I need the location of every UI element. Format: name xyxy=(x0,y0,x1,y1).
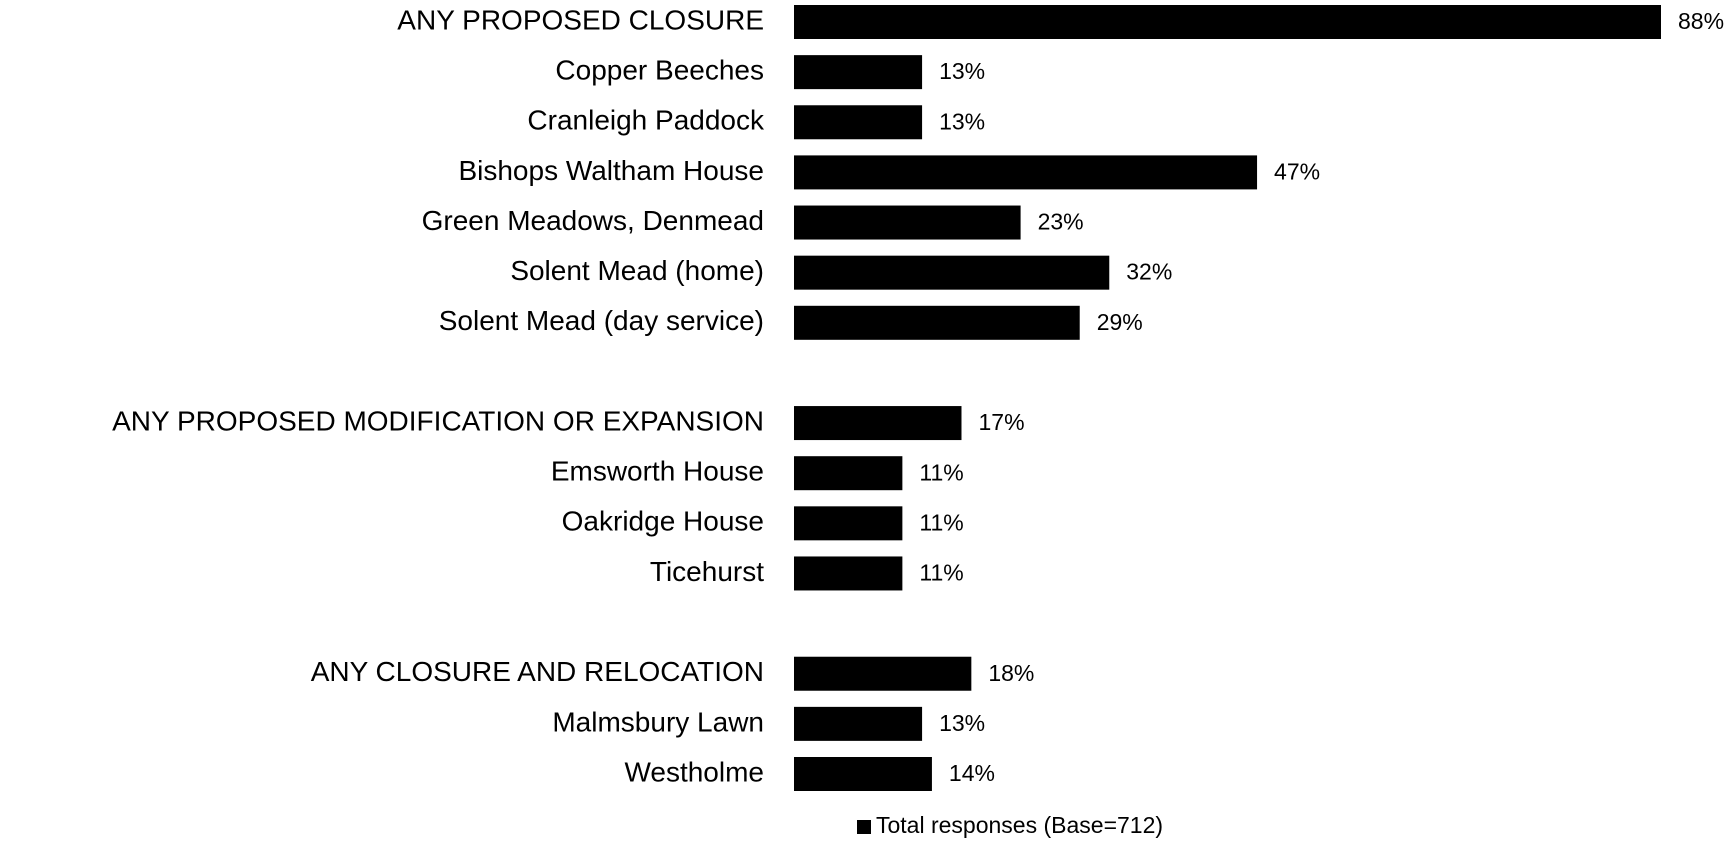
category-label: Solent Mead (home) xyxy=(510,255,764,286)
category-label: Bishops Waltham House xyxy=(458,155,764,186)
bar xyxy=(794,706,923,741)
category-label: Solent Mead (day service) xyxy=(439,305,764,336)
bar xyxy=(794,255,1110,290)
value-label: 13% xyxy=(939,58,985,84)
value-label: 11% xyxy=(919,459,963,485)
value-label: 11% xyxy=(919,509,963,535)
category-label: Green Meadows, Denmead xyxy=(422,205,764,236)
value-label: 32% xyxy=(1126,259,1172,285)
value-label: 13% xyxy=(939,108,985,134)
bar xyxy=(794,105,923,140)
bar xyxy=(794,205,1021,240)
bar xyxy=(794,155,1258,190)
category-label: Malmsbury Lawn xyxy=(552,706,764,737)
value-label: 29% xyxy=(1097,309,1143,335)
category-label: ANY PROPOSED MODIFICATION OR EXPANSION xyxy=(112,405,764,436)
bar xyxy=(794,406,962,441)
legend-label: Total responses (Base=712) xyxy=(876,812,1163,838)
category-label: ANY CLOSURE AND RELOCATION xyxy=(311,656,764,687)
bar xyxy=(794,506,903,541)
value-label: 47% xyxy=(1274,158,1320,184)
bar xyxy=(794,757,932,791)
category-label: Cranleigh Paddock xyxy=(527,105,765,136)
bar xyxy=(794,55,923,90)
category-label: Ticehurst xyxy=(650,556,764,587)
category-label: Oakridge House xyxy=(562,506,764,537)
bar xyxy=(794,556,903,591)
category-label: ANY PROPOSED CLOSURE xyxy=(397,4,764,35)
bar xyxy=(794,305,1080,340)
value-label: 13% xyxy=(939,710,985,736)
category-label: Westholme xyxy=(624,756,764,787)
category-label: Emsworth House xyxy=(551,456,764,487)
value-label: 14% xyxy=(949,760,995,786)
value-label: 23% xyxy=(1038,209,1084,235)
legend-swatch xyxy=(857,820,871,834)
value-label: 11% xyxy=(919,560,963,586)
value-label: 18% xyxy=(988,660,1034,686)
bar xyxy=(794,5,1661,39)
category-label: Copper Beeches xyxy=(555,55,764,86)
value-label: 17% xyxy=(978,409,1024,435)
value-label: 88% xyxy=(1678,8,1724,34)
bar xyxy=(794,656,972,691)
bar xyxy=(794,456,903,491)
